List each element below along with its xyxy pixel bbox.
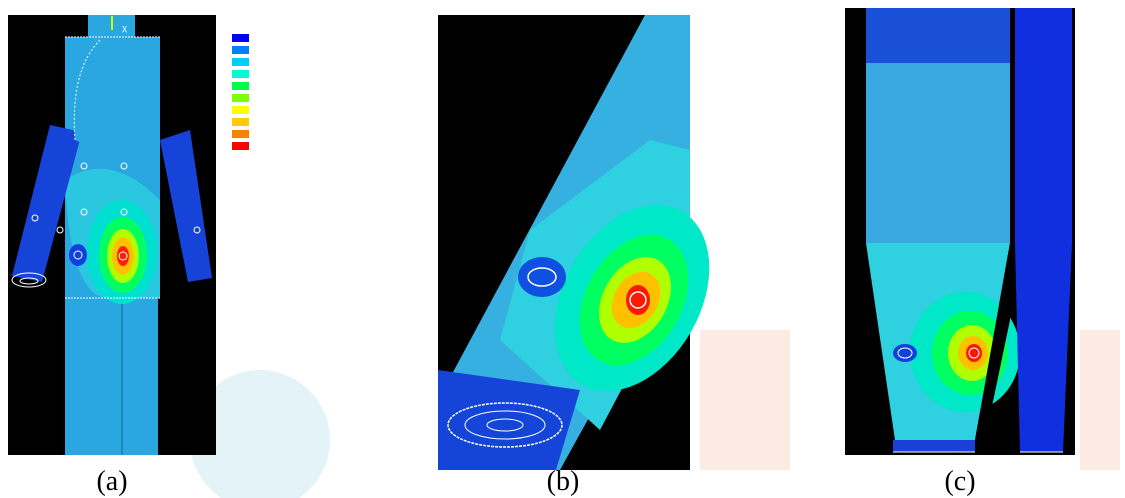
legend-label: .439707 [256,142,292,152]
legend-label: .146532 [256,70,292,80]
legend-swatch [232,82,249,90]
shape [893,440,975,452]
legend-swatch [232,34,249,42]
panel-label: (a) [96,466,127,497]
shape [866,63,1010,243]
shape [1015,243,1072,452]
shape [700,330,790,470]
legend-swatch [232,58,249,66]
panel-c [845,8,1075,455]
legend-label: -.559E-04 [256,34,302,44]
shape [69,244,87,266]
page: X ANSYS 10.0 -.559E-04 .048807 .097669 .146… [0,0,1125,498]
legend-label: .29312 [256,106,287,116]
legend-swatch [232,130,249,138]
legend-swatch [232,118,249,126]
legend-title: ANSYS 10.0 [232,17,283,27]
shape [966,344,982,362]
legend-label: .097669 [256,58,292,68]
figure: X ANSYS 10.0 -.559E-04 .048807 .097669 .146… [0,0,1125,498]
shape [518,257,566,297]
panel-label: (c) [944,466,975,497]
legend-label: .341982 [256,118,292,128]
legend-swatch [232,106,249,114]
shape [1015,8,1072,243]
legend-swatch [232,46,249,54]
legend-swatch [232,142,249,150]
axis-mark: X [122,26,128,36]
shape [1080,330,1120,470]
legend-label: .244257 [256,94,292,104]
legend-label: .048807 [256,46,292,56]
legend-swatch [232,70,249,78]
legend-label: .390845 [256,130,292,140]
shape [65,298,158,455]
panel-label: (b) [547,466,580,497]
panel-b [438,15,741,470]
shape [893,344,917,362]
legend-label: .195395 [256,82,292,92]
shape [866,8,1010,63]
legend-swatch [232,94,249,102]
legend: -.559E-04 .048807 .097669 .146532 .195395 .24… [232,34,302,152]
